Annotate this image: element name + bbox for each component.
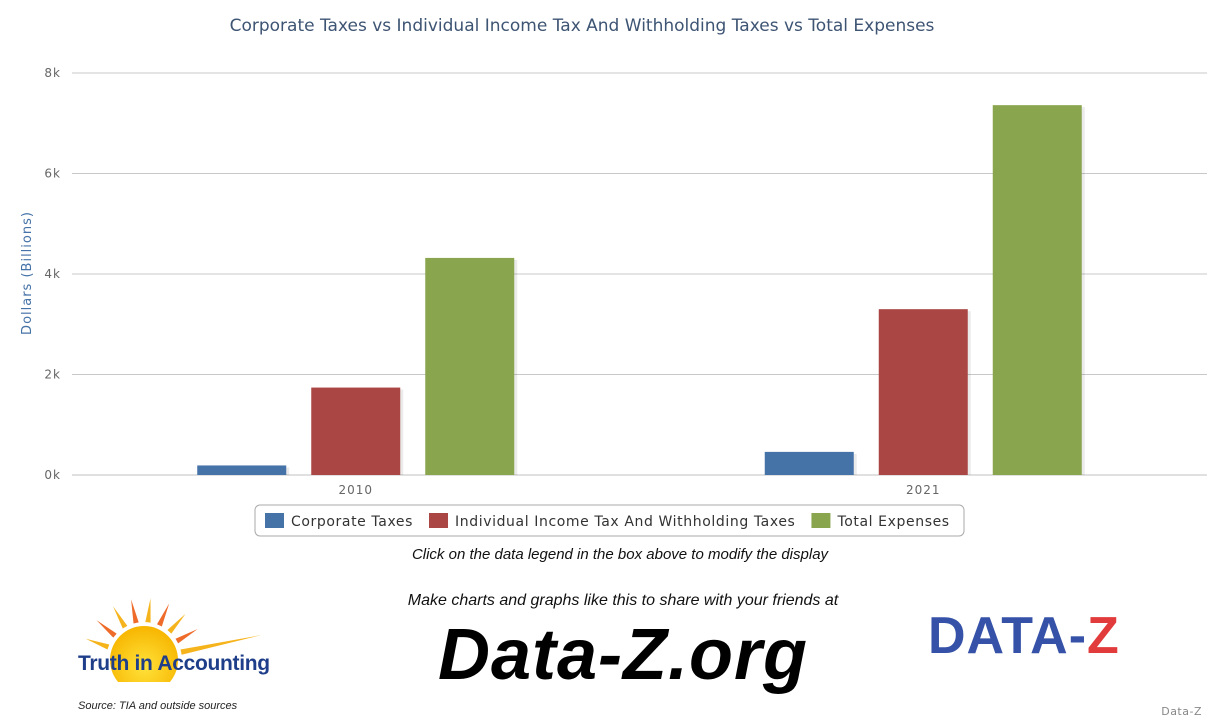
source-note: Source: TIA and outside sources	[78, 700, 238, 712]
bar-corporate-taxes-2021	[764, 451, 854, 475]
bar-total-expenses-2010	[425, 257, 515, 475]
x-tick-label: 2021	[906, 483, 941, 497]
legend-label: Corporate Taxes	[291, 514, 413, 530]
x-tick-label: 2010	[338, 483, 373, 497]
bar-individual-income-tax-and-withholding-taxes-2010	[311, 387, 401, 475]
legend-hint: Click on the data legend in the box abov…	[411, 546, 829, 563]
bar-individual-income-tax-and-withholding-taxes-2021	[878, 309, 968, 475]
legend-item-corporate-taxes[interactable]: Corporate Taxes	[265, 513, 413, 530]
y-tick-label: 4k	[44, 267, 61, 281]
sun-logo-icon	[85, 598, 262, 682]
legend-item-total-expenses[interactable]: Total Expenses	[811, 513, 949, 530]
chart-title: Corporate Taxes vs Individual Income Tax…	[230, 16, 935, 36]
promo-text: Make charts and graphs like this to shar…	[407, 592, 839, 609]
y-axis-ticks: 0k 2k 4k 6k 8k	[44, 66, 61, 482]
bar-corporate-taxes-2010	[197, 465, 287, 475]
site-name[interactable]: Data-Z.org	[438, 615, 808, 695]
y-tick-label: 0k	[44, 468, 61, 482]
bar-total-expenses-2021	[992, 105, 1082, 475]
bar-chart: Corporate Taxes vs Individual Income Tax…	[20, 16, 1207, 537]
legend-item-individual-income-tax-and-withholding-taxes[interactable]: Individual Income Tax And Withholding Ta…	[429, 513, 795, 530]
legend-box	[254, 504, 965, 537]
dataz-logo-main: DATA-	[928, 607, 1088, 665]
x-axis-ticks: 2010 2021	[338, 483, 941, 497]
dataz-logo: DATA-Z	[928, 606, 1120, 666]
bars	[197, 105, 1085, 475]
tia-logo-text: Truth in Accounting	[78, 652, 270, 675]
dataz-logo-accent: Z	[1087, 607, 1120, 665]
legend-swatch	[265, 513, 284, 528]
legend-label: Individual Income Tax And Withholding Ta…	[455, 514, 795, 530]
legend-swatch	[429, 513, 449, 528]
legend-label: Total Expenses	[836, 514, 949, 530]
legend-swatch	[811, 513, 831, 528]
credit-text: Data-Z	[1161, 705, 1202, 718]
y-axis-label: Dollars (Billions)	[20, 211, 35, 335]
y-tick-label: 8k	[44, 66, 61, 80]
legend: Corporate Taxes Individual Income Tax And…	[254, 504, 965, 537]
y-tick-label: 2k	[44, 368, 61, 382]
y-tick-label: 6k	[44, 167, 61, 181]
